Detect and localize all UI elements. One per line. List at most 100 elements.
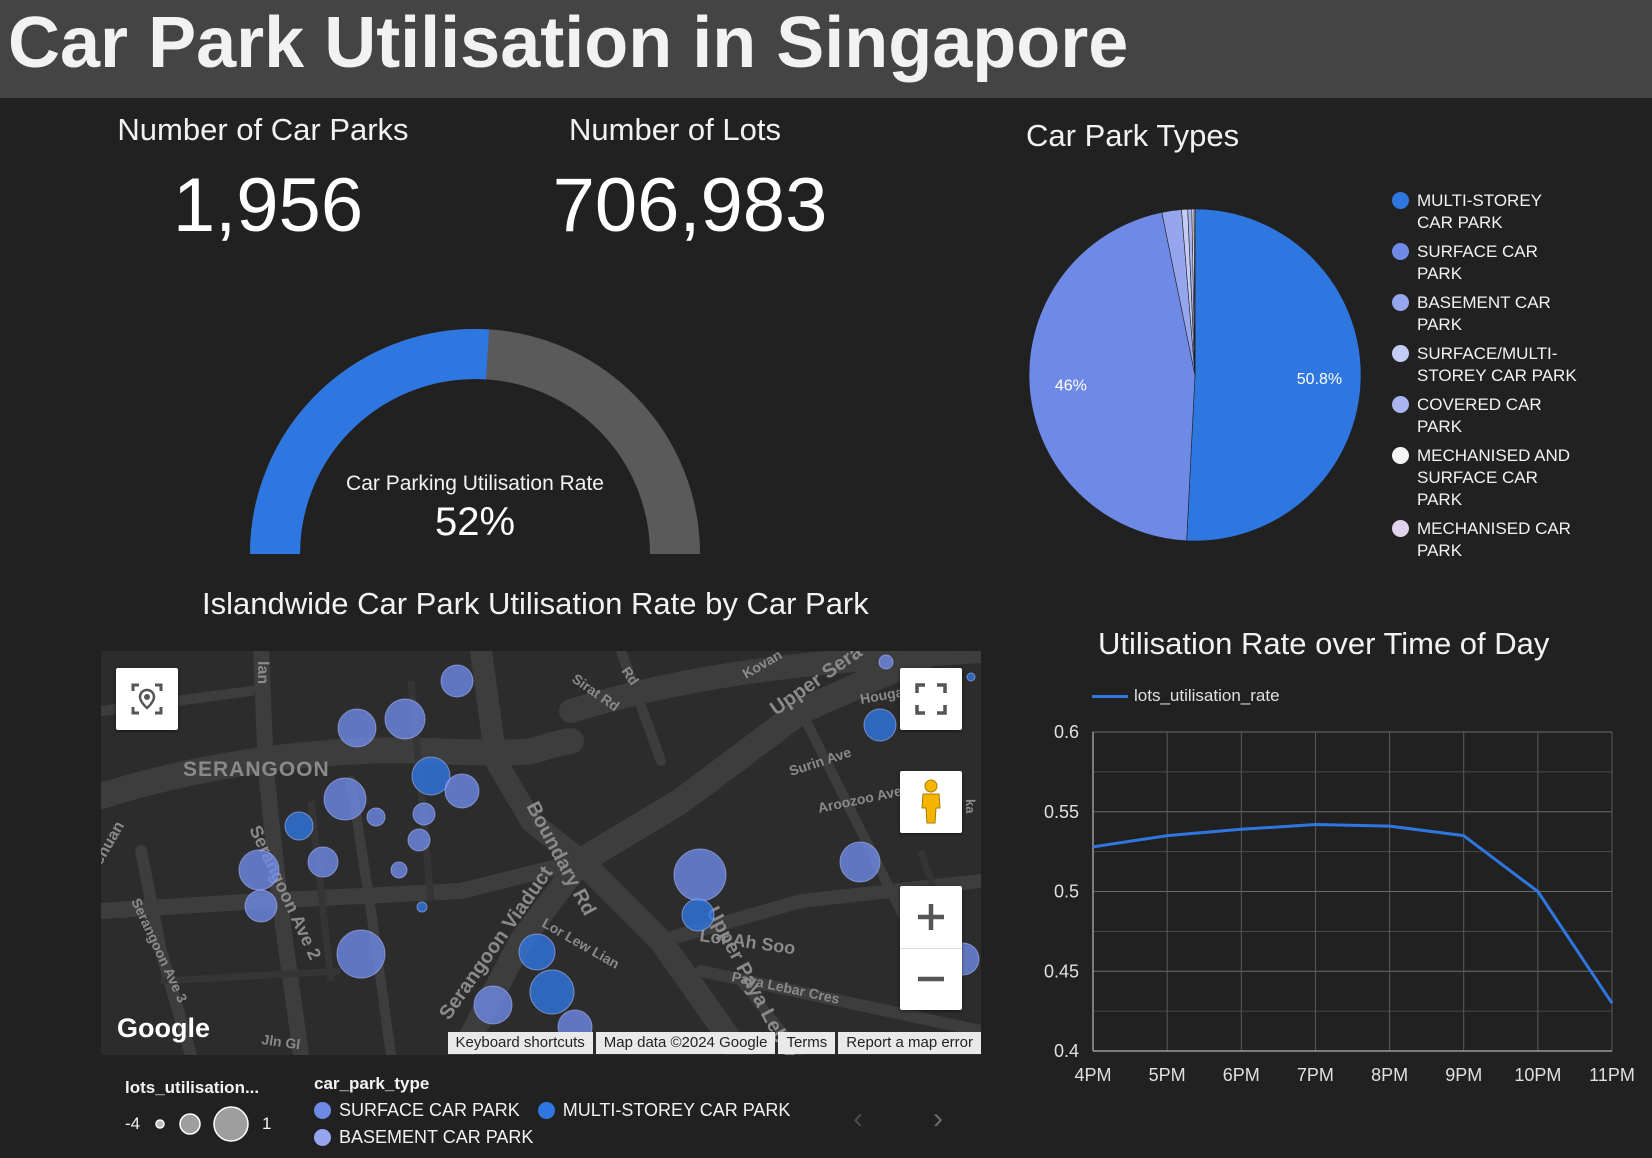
type-legend-item[interactable]: SURFACE CAR PARK — [314, 1100, 520, 1121]
car-park-bubble[interactable] — [244, 889, 278, 923]
map-view[interactable]: Boundary Rd Upper Paya Lebar Rd Serangoon … — [101, 651, 981, 1055]
car-park-bubble[interactable] — [337, 708, 377, 748]
line-legend-label: lots_utilisation_rate — [1134, 686, 1280, 705]
x-tick-label: 8PM — [1371, 1065, 1408, 1085]
car-park-bubble[interactable] — [366, 807, 386, 827]
type-legend-label: BASEMENT CAR PARK — [339, 1127, 534, 1147]
pie-legend-item[interactable]: SURFACE/MULTI- STOREY CAR PARK — [1392, 343, 1622, 387]
legend-next-arrow-icon[interactable]: › — [933, 1102, 943, 1135]
pie-legend-label: MECHANISED CAR PARK — [1417, 519, 1571, 560]
legend-dot — [314, 1129, 331, 1146]
car-park-bubble[interactable] — [863, 708, 897, 742]
kpi-car-parks-value: 1,956 — [172, 163, 364, 248]
map-road-label: chuan — [101, 819, 128, 868]
map-footer-link[interactable]: Keyboard shortcuts — [447, 1032, 593, 1054]
x-tick-label: 5PM — [1149, 1065, 1186, 1085]
pie-slice[interactable] — [1028, 211, 1196, 542]
car-park-bubble[interactable] — [307, 846, 339, 878]
legend-dot — [1392, 520, 1409, 537]
type-legend-item[interactable]: MULTI-STOREY CAR PARK — [537, 1100, 791, 1121]
car-park-bubble[interactable] — [238, 849, 280, 891]
x-tick-label: 10PM — [1514, 1065, 1561, 1085]
type-legend-label: MULTI-STOREY CAR PARK — [562, 1100, 791, 1120]
pie-slice-label: 46% — [1055, 377, 1087, 394]
line-chart: 0.6 0.55 0.5 0.45 0.4 4PM 5PM 6PM 7PM 8PM 9PM 10PM 1… — [1044, 722, 1635, 1085]
fullscreen-button[interactable] — [900, 668, 962, 730]
map-title: Islandwide Car Park Utilisation Rate by … — [202, 586, 869, 621]
x-tick-label: 6PM — [1223, 1065, 1260, 1085]
y-tick-label: 0.6 — [1054, 722, 1079, 742]
car-park-bubble[interactable] — [384, 698, 426, 740]
car-park-bubble[interactable] — [529, 969, 575, 1015]
car-park-bubble[interactable] — [440, 664, 474, 698]
pie-chart: 50.8% 46% — [1028, 208, 1362, 542]
map-footer: Keyboard shortcuts Map data ©2024 Google T… — [445, 1032, 981, 1054]
x-tick-label: 7PM — [1297, 1065, 1334, 1085]
car-park-bubble[interactable] — [966, 672, 976, 682]
car-park-bubble[interactable] — [444, 773, 480, 809]
x-tick-label: 9PM — [1445, 1065, 1482, 1085]
car-park-bubble[interactable] — [473, 985, 513, 1025]
y-tick-label: 0.55 — [1044, 802, 1079, 822]
size-legend-max: 1 — [262, 1114, 272, 1133]
car-park-bubble[interactable] — [412, 802, 436, 826]
plus-icon — [918, 903, 944, 930]
map-road-label: Aroozoo Ave — [816, 783, 903, 816]
car-park-bubble[interactable] — [673, 848, 727, 902]
zoom-in-button[interactable] — [900, 886, 962, 949]
pie-legend-item[interactable]: MECHANISED AND SURFACE CAR PARK — [1392, 445, 1622, 511]
pie-slice[interactable] — [1193, 208, 1196, 376]
car-park-bubble[interactable] — [336, 929, 386, 979]
car-park-bubble[interactable] — [323, 777, 367, 821]
pie-slice[interactable] — [1186, 208, 1362, 542]
legend-dot — [1392, 243, 1409, 260]
kpi-car-parks-label: Number of Car Parks — [117, 112, 409, 147]
map-road-label: Jln Gl — [261, 1031, 302, 1052]
map-footer-link[interactable]: Terms — [778, 1032, 836, 1054]
type-legend-label: SURFACE CAR PARK — [339, 1100, 520, 1120]
car-park-bubble[interactable] — [390, 861, 408, 879]
car-park-bubble[interactable] — [407, 828, 431, 852]
minus-icon — [918, 977, 944, 982]
line-chart-legend: lots_utilisation_rate — [1092, 686, 1280, 706]
car-park-bubble[interactable] — [878, 654, 894, 670]
map-footer-link[interactable]: Map data ©2024 Google — [595, 1032, 776, 1054]
x-tick-label: 11PM — [1589, 1065, 1635, 1085]
series-line[interactable] — [1092, 823, 1614, 1004]
pie-legend-item[interactable]: COVERED CAR PARK — [1392, 394, 1622, 438]
locate-button[interactable] — [116, 668, 178, 730]
pie-title: Car Park Types — [1026, 118, 1240, 153]
pie-legend-item[interactable]: MULTI-STOREY CAR PARK — [1392, 190, 1622, 234]
car-park-bubble[interactable] — [518, 933, 556, 971]
pie-legend-item[interactable]: MECHANISED CAR PARK — [1392, 518, 1622, 562]
pie-legend-item[interactable]: BASEMENT CAR PARK — [1392, 292, 1622, 336]
legend-prev-arrow-icon[interactable]: ‹ — [853, 1102, 863, 1135]
street-view-button[interactable] — [900, 771, 962, 833]
size-legend-title: lots_utilisation... — [125, 1078, 260, 1097]
y-tick-label: 0.4 — [1054, 1041, 1079, 1061]
car-park-bubble[interactable] — [284, 811, 314, 841]
zoom-out-button[interactable] — [900, 949, 962, 1011]
pegman-icon — [921, 779, 941, 824]
type-legend-item[interactable]: BASEMENT CAR PARK — [314, 1127, 533, 1148]
car-park-bubble[interactable] — [839, 841, 881, 883]
y-tick-label: 0.45 — [1044, 961, 1079, 981]
size-legend-min: -4 — [125, 1114, 141, 1133]
car-park-bubble[interactable] — [411, 756, 451, 796]
kpi-lots-value: 706,983 — [552, 163, 828, 248]
pie-legend-item[interactable]: SURFACE CAR PARK — [1392, 241, 1622, 285]
map-road-label: lan — [254, 661, 271, 684]
type-legend-row-1: SURFACE CAR PARK MULTI-STOREY CAR PARK — [314, 1100, 790, 1121]
legend-line-swatch — [1092, 694, 1128, 698]
pie-legend-label: SURFACE CAR PARK — [1417, 242, 1538, 283]
gauge-fill — [250, 329, 490, 555]
map-footer-link[interactable]: Report a map error — [838, 1032, 981, 1054]
car-park-bubble[interactable] — [681, 898, 715, 932]
legend-dot — [1392, 192, 1409, 209]
pie-legend-label: MULTI-STOREY CAR PARK — [1417, 191, 1542, 232]
legend-dot — [1392, 447, 1409, 464]
car-park-bubble[interactable] — [416, 901, 428, 913]
type-legend-row-2: BASEMENT CAR PARK — [314, 1127, 533, 1148]
pie-slice-label: 50.8% — [1297, 371, 1342, 388]
